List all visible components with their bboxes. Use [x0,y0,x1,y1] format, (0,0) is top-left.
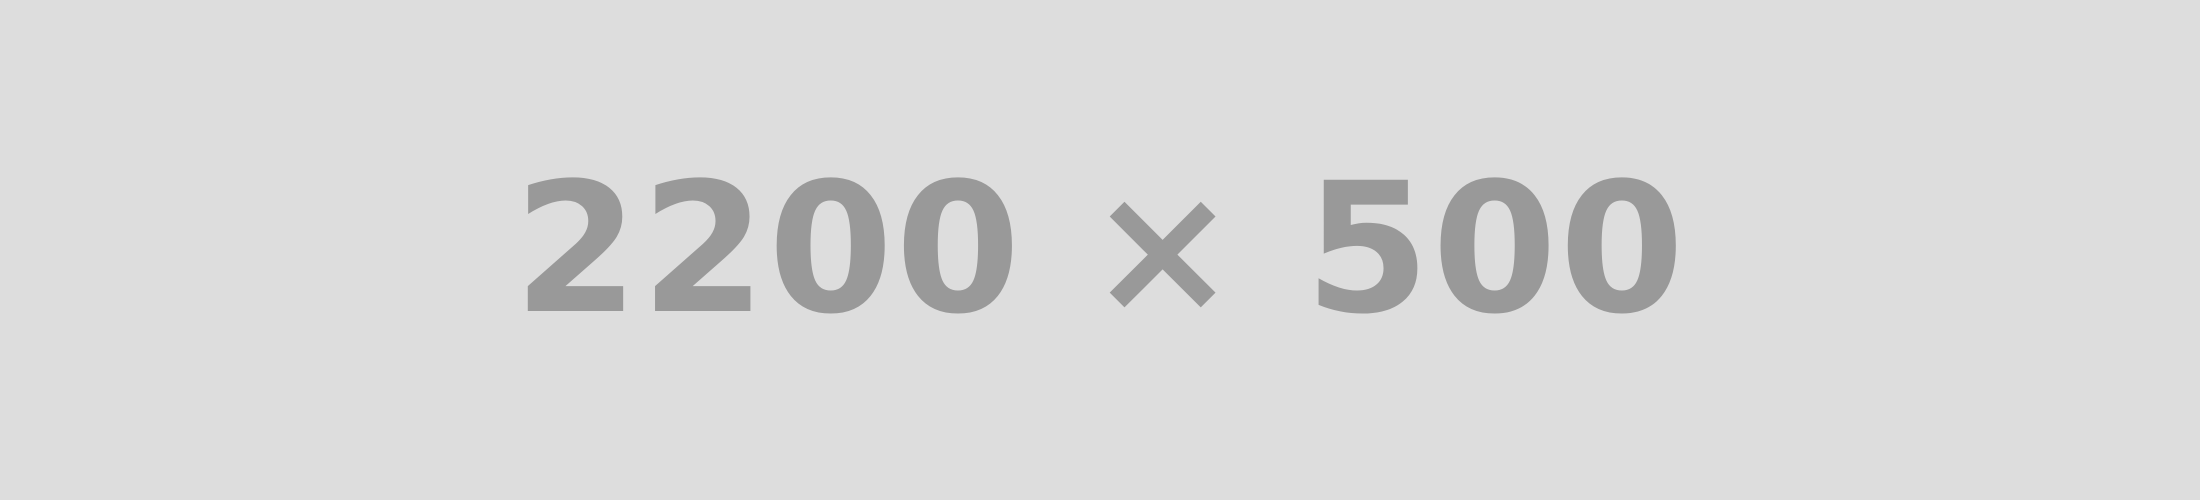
dimensions-label: 2200 × 500 [513,145,1687,354]
